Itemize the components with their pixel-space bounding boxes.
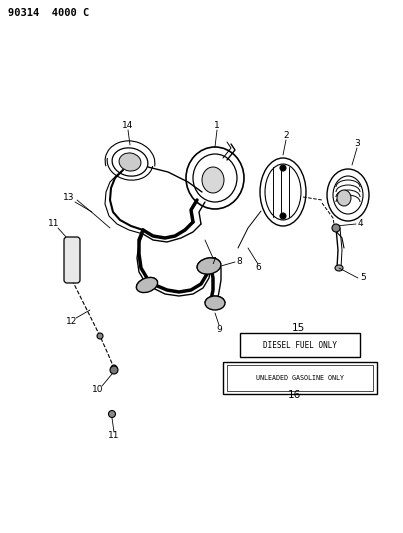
Text: 11: 11 [48,220,60,229]
Text: 5: 5 [360,273,366,282]
Text: 90314  4000 C: 90314 4000 C [8,8,89,18]
Ellipse shape [202,167,224,193]
Text: 15: 15 [291,323,305,333]
Text: 3: 3 [354,140,360,149]
Text: 13: 13 [63,193,75,203]
Text: 9: 9 [216,325,222,334]
Text: 4: 4 [357,220,363,229]
Circle shape [97,333,103,339]
Text: 14: 14 [123,120,134,130]
Text: UNLEADED GASOLINE ONLY: UNLEADED GASOLINE ONLY [256,375,344,381]
Text: 8: 8 [236,257,242,266]
Text: 7: 7 [210,257,216,266]
Text: 11: 11 [108,432,120,440]
Ellipse shape [337,190,351,206]
Circle shape [332,224,340,232]
Ellipse shape [205,296,225,310]
Text: 10: 10 [92,385,104,394]
Text: 12: 12 [66,318,78,327]
Text: 2: 2 [283,132,289,141]
Circle shape [110,366,118,374]
Ellipse shape [335,265,343,271]
Ellipse shape [119,153,141,171]
Ellipse shape [136,277,158,293]
Circle shape [108,410,116,417]
FancyBboxPatch shape [64,237,80,283]
Ellipse shape [197,258,221,274]
Circle shape [280,213,286,219]
Text: 6: 6 [255,263,261,272]
Text: 16: 16 [287,390,301,400]
Text: 1: 1 [214,122,220,131]
Circle shape [111,365,117,371]
Text: DIESEL FUEL ONLY: DIESEL FUEL ONLY [263,341,337,350]
Circle shape [280,165,286,171]
